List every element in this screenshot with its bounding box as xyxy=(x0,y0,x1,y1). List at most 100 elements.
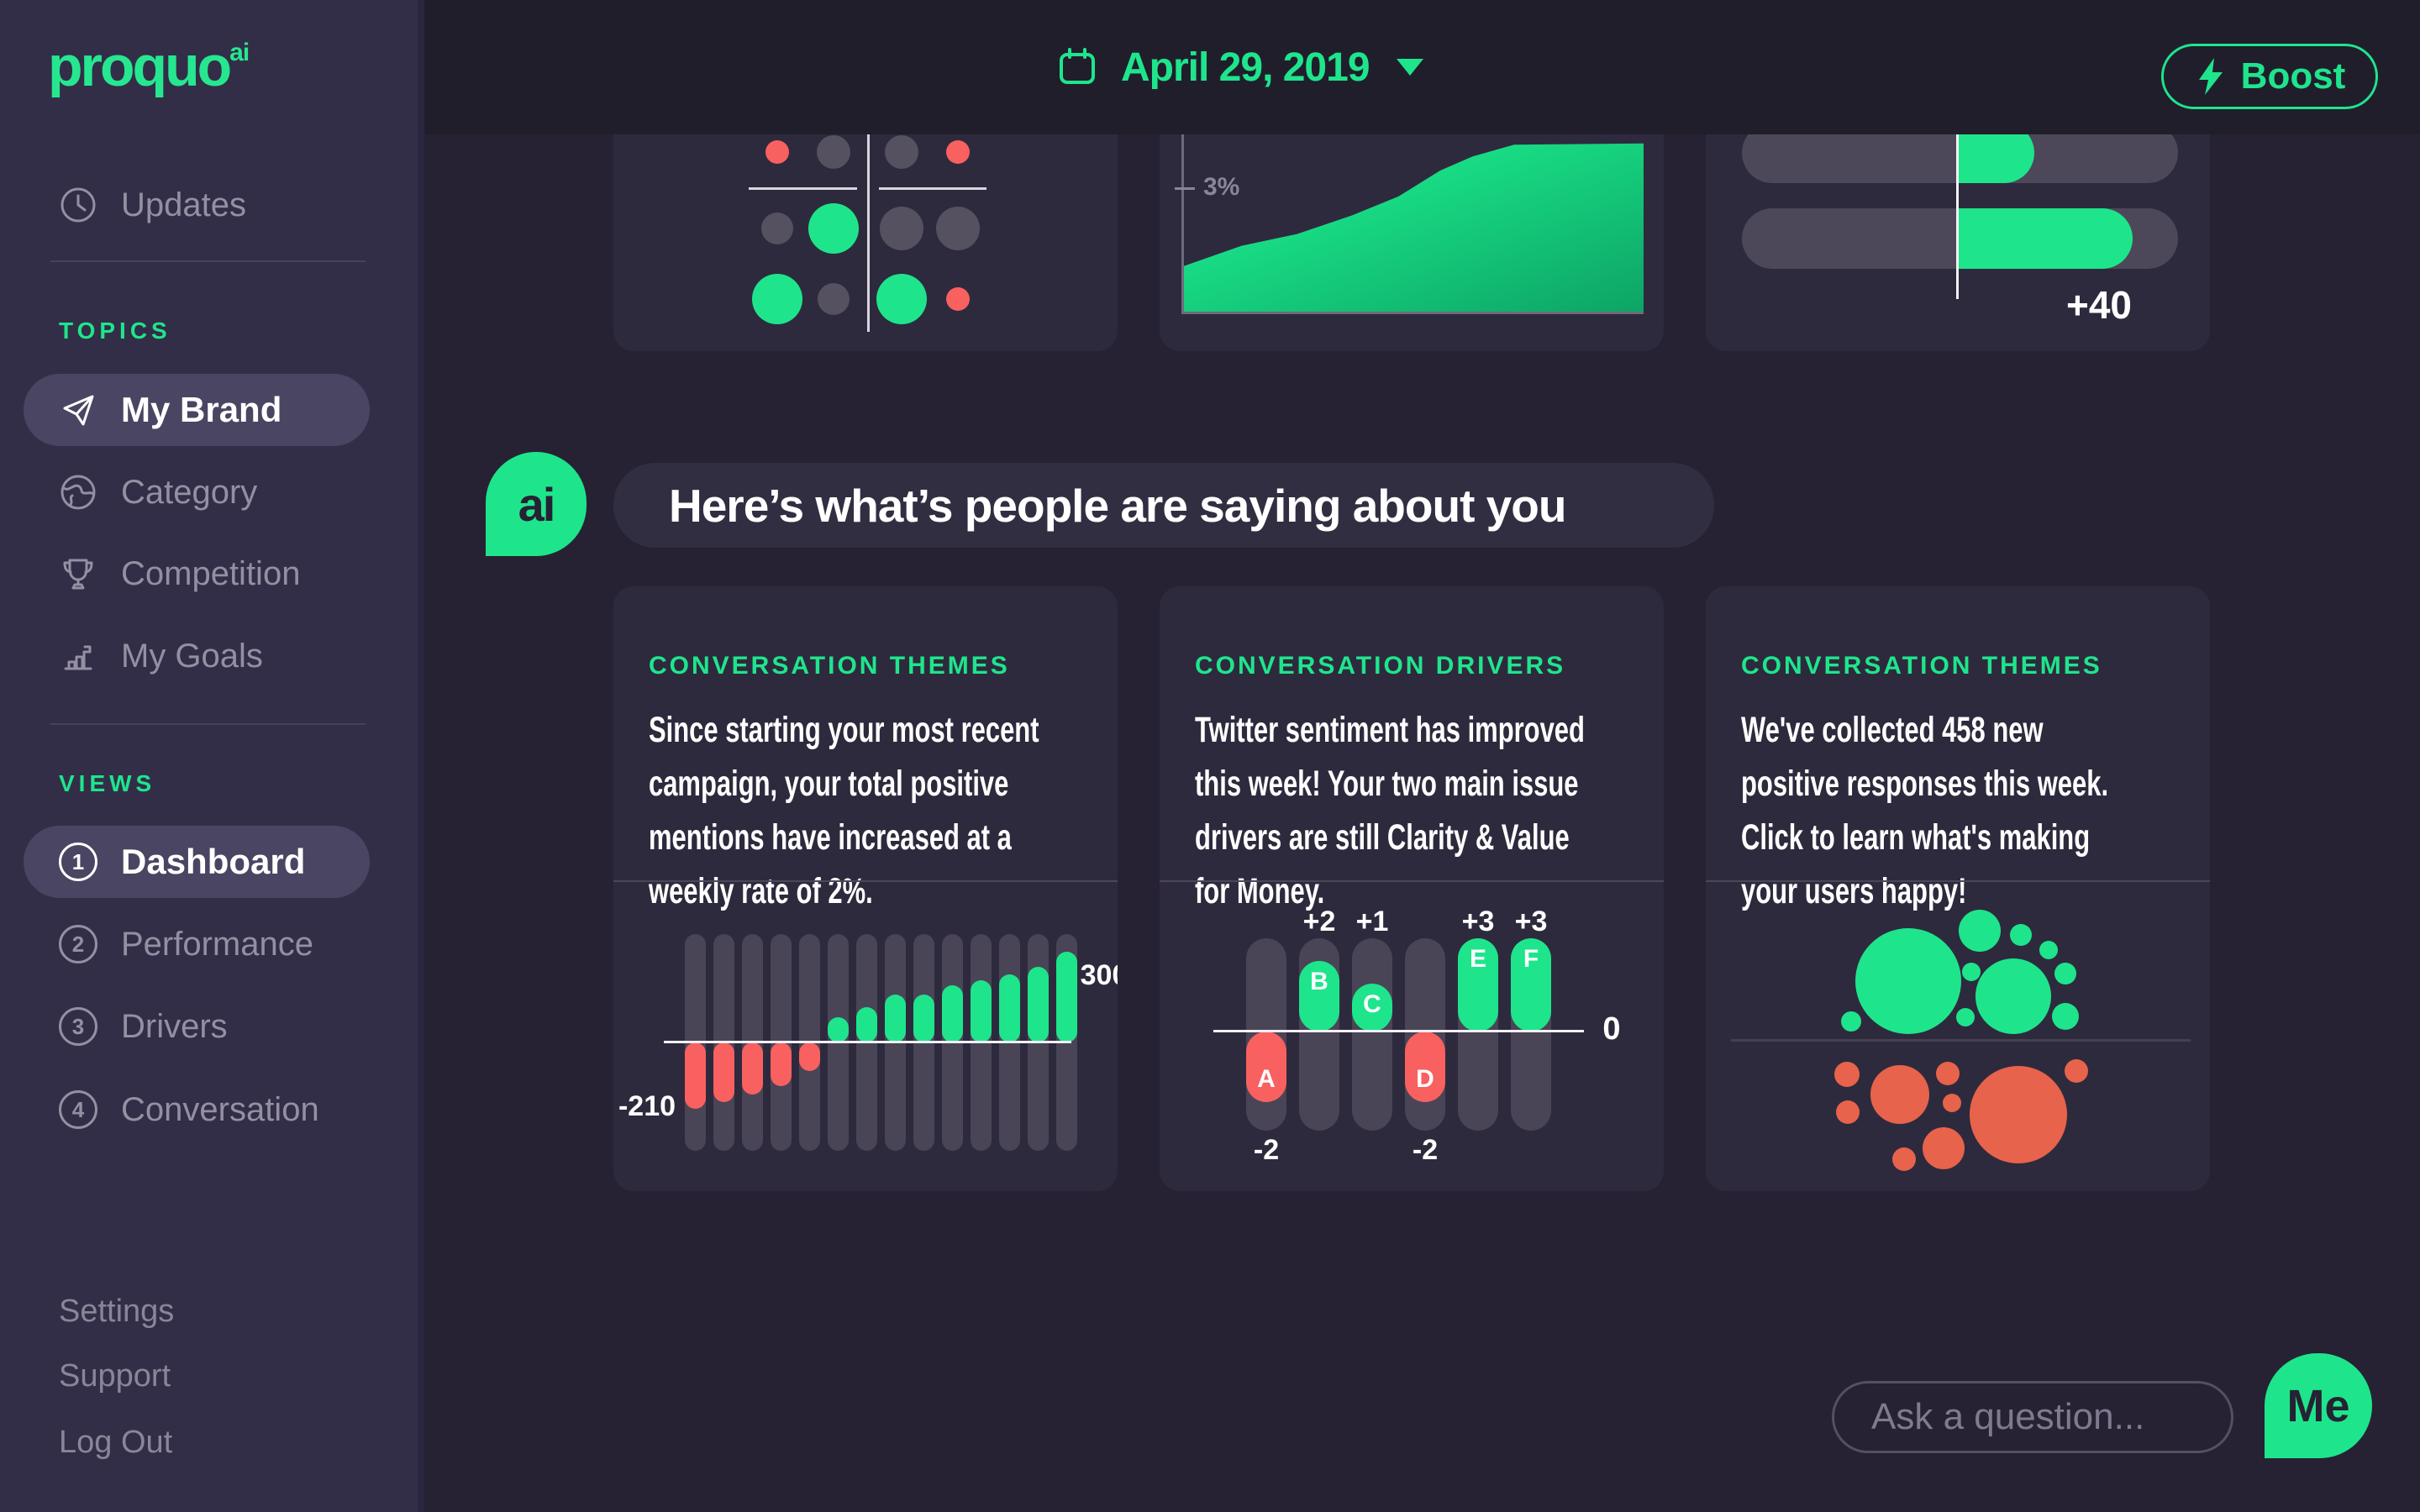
gray-dot xyxy=(885,135,918,169)
bar-value-label: +3 xyxy=(1514,906,1548,937)
bar-positive xyxy=(1299,961,1339,1032)
zero-axis-line xyxy=(1213,1030,1584,1032)
divider xyxy=(50,260,366,262)
card-divider xyxy=(1160,880,1664,882)
bar-negative xyxy=(1246,1032,1286,1102)
trophy-icon xyxy=(63,559,93,590)
positive-bubble xyxy=(2052,1003,2079,1030)
positive-bubble xyxy=(1962,963,1981,981)
bar-negative xyxy=(771,1042,792,1086)
axis-line xyxy=(879,187,986,190)
banner-text: Here’s what’s people are saying about yo… xyxy=(669,479,1566,532)
bar-negative xyxy=(1405,1032,1445,1102)
quadrant-scatter-chart xyxy=(613,50,1118,351)
sidebar-item-log-out[interactable]: Log Out xyxy=(59,1422,172,1462)
y-tick-label: 3% xyxy=(1203,173,1240,201)
card-title: CONVERSATION THEMES xyxy=(649,652,1010,680)
ai-avatar-label: ai xyxy=(518,477,556,531)
bar-positive xyxy=(1352,984,1392,1032)
green-dot xyxy=(752,274,802,324)
send-icon xyxy=(63,395,94,426)
negative-bubble xyxy=(1836,1100,1860,1124)
sidebar-item-my-brand[interactable]: My Brand xyxy=(24,374,370,446)
bolt-icon xyxy=(2198,58,2223,95)
gray-dot xyxy=(817,135,850,169)
card-divider xyxy=(613,880,1118,882)
clock-icon xyxy=(60,187,96,223)
min-value-label: -210 xyxy=(618,1090,676,1122)
bar-positive xyxy=(1028,967,1049,1042)
zero-axis-line xyxy=(664,1041,1071,1043)
axis-line xyxy=(749,187,857,190)
bubble-baseline xyxy=(1731,1039,2191,1042)
boost-button[interactable]: Boost xyxy=(2161,44,2378,109)
sidebar-item-performance[interactable]: 2 Performance xyxy=(59,919,313,969)
bar-positive xyxy=(913,995,934,1042)
negative-bubble xyxy=(1943,1094,1961,1112)
zero-label: 0 xyxy=(1602,1011,1621,1047)
max-value-label: 300 xyxy=(1080,959,1118,991)
bar-value-label: -2 xyxy=(1253,1134,1280,1166)
sidebar-item-label: Drivers xyxy=(121,1007,228,1045)
me-avatar[interactable]: Me xyxy=(2265,1353,2372,1458)
card-body-text: Since starting your most recent campaign… xyxy=(649,710,1039,911)
axis-line xyxy=(867,59,870,332)
date-picker[interactable]: April 29, 2019 xyxy=(1055,0,1423,134)
sidebar-item-label: Support xyxy=(59,1357,171,1394)
themes-bubble-chart xyxy=(1706,586,2210,1191)
bar-positive xyxy=(971,980,992,1042)
card-title: CONVERSATION THEMES xyxy=(1741,652,2102,680)
bar-positive xyxy=(1511,938,1551,1032)
card-conversation-themes-mentions[interactable]: CONVERSATION THEMES Since starting your … xyxy=(613,586,1118,1191)
globe-icon xyxy=(60,475,96,510)
gray-dot xyxy=(880,207,923,250)
gray-dot xyxy=(936,207,980,250)
bar-positive xyxy=(1958,208,2133,269)
goals-chart-icon xyxy=(64,645,92,670)
sidebar-item-drivers[interactable]: 3 Drivers xyxy=(59,1001,228,1052)
views-header: VIEWS xyxy=(59,770,156,796)
red-dot xyxy=(946,287,970,311)
view-number-icon: 1 xyxy=(59,843,97,881)
divider xyxy=(50,723,366,725)
boost-label: Boost xyxy=(2240,55,2346,97)
bar-value-label: +3 xyxy=(1461,906,1495,937)
positive-bubble xyxy=(1975,958,2051,1034)
negative-bubble xyxy=(2065,1059,2088,1083)
ask-question-input[interactable] xyxy=(1832,1381,2233,1453)
sidebar-item-updates[interactable]: Updates xyxy=(59,180,246,230)
red-dot xyxy=(946,140,970,164)
sidebar-item-label: My Goals xyxy=(121,637,263,675)
bar-category-label: A xyxy=(1257,1065,1276,1093)
sidebar: proquoai Updates TOPICS My Brand Categor… xyxy=(0,0,424,1512)
sidebar-item-dashboard[interactable]: 1 Dashboard xyxy=(24,826,370,898)
sidebar-item-support[interactable]: Support xyxy=(59,1356,171,1396)
bar-positive xyxy=(1458,938,1498,1032)
area-shape xyxy=(1181,143,1644,312)
card-body-text: Twitter sentiment has improved this week… xyxy=(1195,710,1585,911)
card-conversation-themes-bubbles[interactable]: CONVERSATION THEMES We've collected 458 … xyxy=(1706,586,2210,1191)
negative-bubble xyxy=(1892,1147,1916,1171)
bar-track xyxy=(1352,938,1392,1131)
bar-positive xyxy=(856,1007,877,1042)
negative-bubble xyxy=(1923,1127,1965,1169)
y-tick-mark xyxy=(1175,187,1195,190)
sidebar-item-label: Performance xyxy=(121,925,313,963)
positive-bubble xyxy=(1956,1008,1975,1026)
sidebar-item-my-goals[interactable]: My Goals xyxy=(59,631,263,681)
positive-bubble xyxy=(2010,924,2032,946)
calendar-icon xyxy=(1060,48,1095,84)
bar-value-label: -2 xyxy=(1412,1134,1439,1166)
sidebar-item-conversation[interactable]: 4 Conversation xyxy=(59,1084,319,1135)
view-number-icon: 3 xyxy=(59,1007,97,1046)
sidebar-item-label: Settings xyxy=(59,1293,175,1329)
topics-header: TOPICS xyxy=(59,318,171,344)
date-label: April 29, 2019 xyxy=(1121,45,1370,90)
trend-area-chart: 3% xyxy=(1160,50,1664,351)
gray-dot xyxy=(818,283,850,315)
card-conversation-drivers[interactable]: CONVERSATION DRIVERS Twitter sentiment h… xyxy=(1160,586,1664,1191)
sidebar-item-competition[interactable]: Competition xyxy=(59,549,300,599)
bar-category-label: D xyxy=(1416,1065,1434,1093)
sidebar-item-settings[interactable]: Settings xyxy=(59,1291,174,1331)
sidebar-item-category[interactable]: Category xyxy=(59,467,257,517)
